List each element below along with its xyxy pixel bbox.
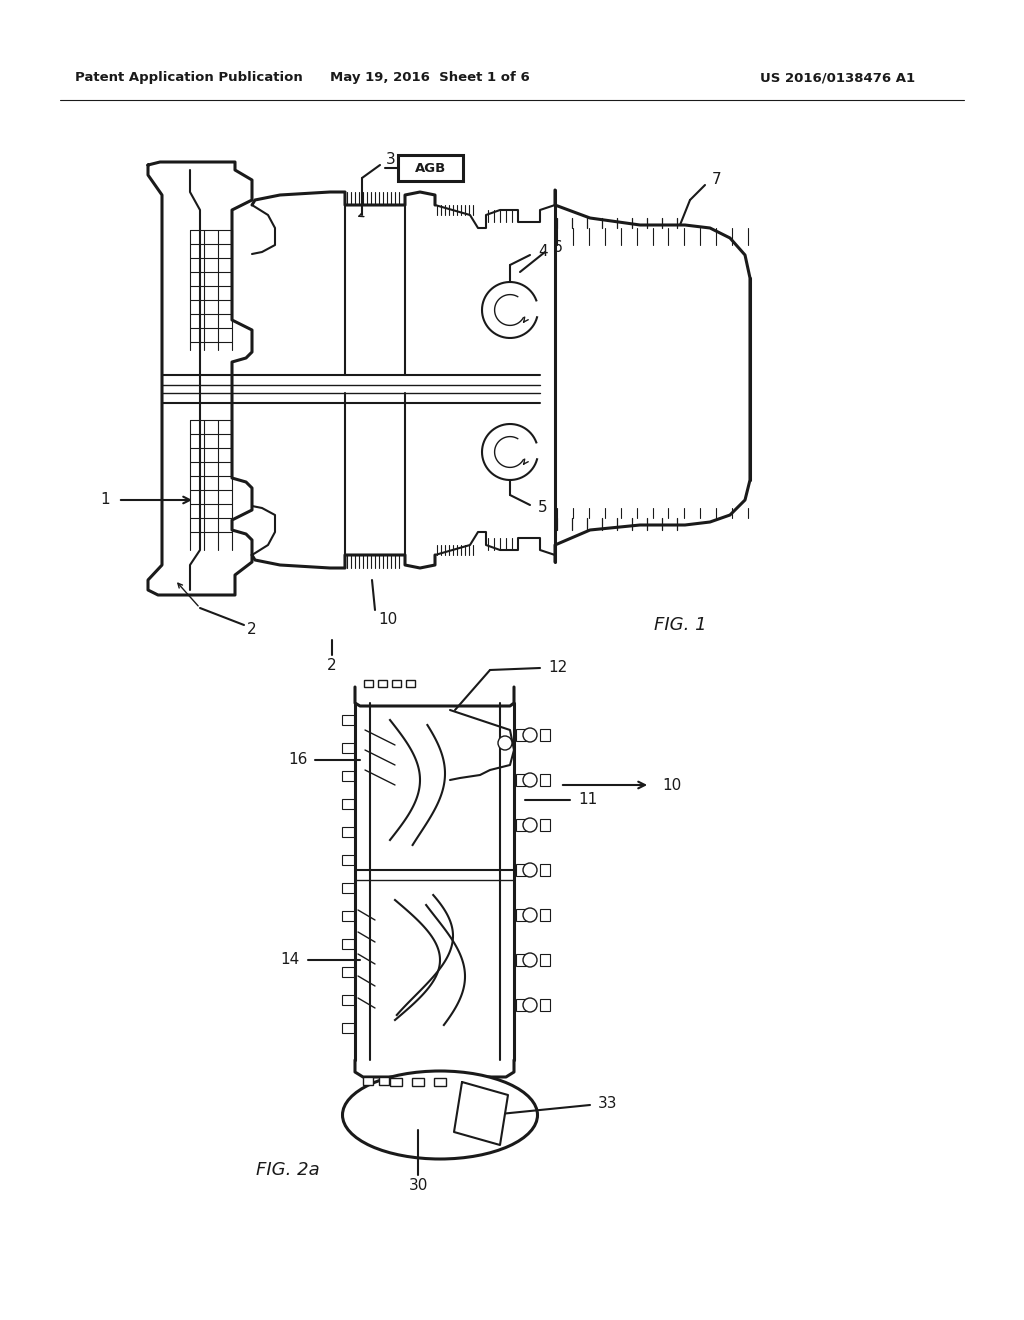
Bar (362, 1077, 373, 1085)
Bar (342, 883, 354, 894)
Bar (342, 771, 354, 781)
Text: AGB: AGB (415, 161, 446, 174)
Text: 5: 5 (538, 500, 548, 516)
Bar (342, 855, 354, 865)
Polygon shape (435, 532, 555, 554)
Polygon shape (252, 191, 435, 205)
Polygon shape (190, 170, 200, 590)
Bar (342, 743, 354, 752)
Bar (540, 999, 550, 1011)
Bar (516, 729, 526, 741)
Polygon shape (252, 205, 275, 253)
Bar (342, 828, 354, 837)
Bar (364, 680, 373, 686)
Text: 11: 11 (578, 792, 597, 808)
Circle shape (523, 953, 537, 968)
Polygon shape (252, 554, 435, 568)
Bar (342, 1023, 354, 1034)
Bar (342, 715, 354, 725)
Bar (516, 999, 526, 1011)
Bar (540, 818, 550, 832)
Bar (342, 968, 354, 977)
Text: 14: 14 (281, 953, 300, 968)
Polygon shape (148, 162, 252, 595)
Text: 10: 10 (662, 777, 681, 792)
Text: 2: 2 (328, 657, 337, 672)
Bar (540, 865, 550, 876)
Polygon shape (355, 1060, 514, 1077)
Bar (398, 154, 463, 181)
Bar (516, 774, 526, 785)
Bar (406, 680, 415, 686)
Text: 2: 2 (247, 623, 257, 638)
Bar (342, 799, 354, 809)
Text: 4: 4 (538, 244, 548, 260)
Bar (378, 680, 387, 686)
Bar (516, 954, 526, 966)
Circle shape (498, 737, 512, 750)
Bar (516, 865, 526, 876)
Circle shape (523, 818, 537, 832)
Polygon shape (252, 506, 275, 554)
Text: May 19, 2016  Sheet 1 of 6: May 19, 2016 Sheet 1 of 6 (330, 71, 529, 84)
Bar (392, 680, 401, 686)
Text: Patent Application Publication: Patent Application Publication (75, 71, 303, 84)
Bar (434, 1078, 446, 1086)
Text: 6: 6 (553, 240, 563, 256)
Text: 7: 7 (712, 173, 722, 187)
Bar (540, 729, 550, 741)
Text: 12: 12 (548, 660, 567, 675)
Text: FIG. 1: FIG. 1 (653, 616, 707, 634)
Circle shape (523, 863, 537, 876)
Circle shape (523, 908, 537, 921)
Polygon shape (435, 205, 555, 228)
Bar (540, 774, 550, 785)
Text: US 2016/0138476 A1: US 2016/0138476 A1 (760, 71, 915, 84)
Circle shape (523, 774, 537, 787)
Bar (516, 818, 526, 832)
Circle shape (523, 729, 537, 742)
Bar (342, 911, 354, 921)
Polygon shape (454, 1082, 508, 1144)
Polygon shape (355, 686, 514, 706)
Text: 16: 16 (289, 752, 308, 767)
Bar (516, 909, 526, 921)
Polygon shape (450, 710, 514, 780)
Text: 10: 10 (378, 612, 397, 627)
Bar (342, 995, 354, 1005)
Text: FIG. 2a: FIG. 2a (256, 1162, 319, 1179)
Text: 1: 1 (100, 492, 110, 507)
Circle shape (523, 998, 537, 1012)
Text: 3: 3 (386, 153, 395, 168)
Bar (540, 954, 550, 966)
Bar (379, 1077, 389, 1085)
Bar (412, 1078, 424, 1086)
Text: 30: 30 (409, 1177, 428, 1192)
Text: 33: 33 (598, 1096, 617, 1110)
Bar (540, 909, 550, 921)
Polygon shape (555, 190, 750, 562)
Bar (342, 939, 354, 949)
Bar (390, 1078, 402, 1086)
Ellipse shape (342, 1071, 538, 1159)
